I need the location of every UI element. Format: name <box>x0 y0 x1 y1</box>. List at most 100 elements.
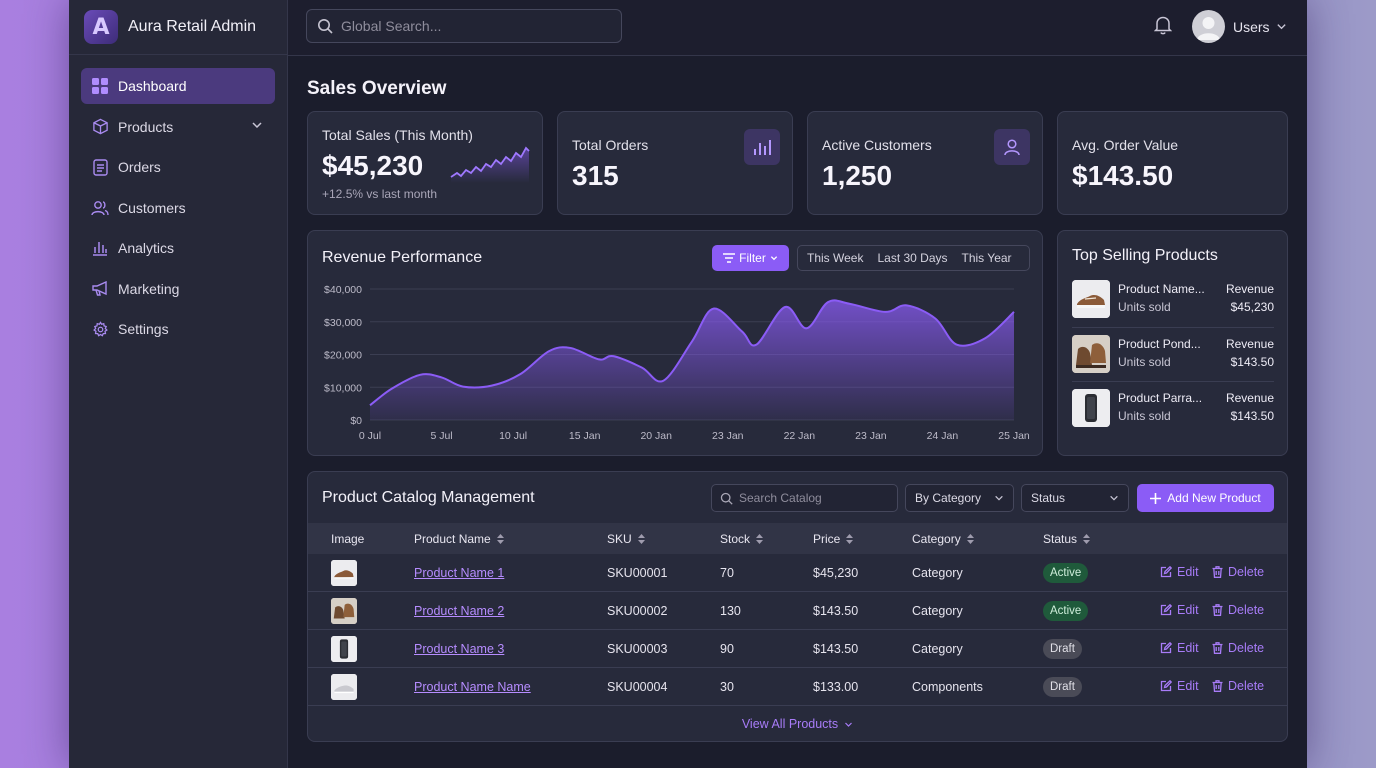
revenue-value: $143.50 <box>1230 355 1274 369</box>
range-this-year[interactable]: This Year <box>961 251 1012 265</box>
sort-icon <box>756 534 764 544</box>
stock-cell: 70 <box>720 566 734 580</box>
delete-button[interactable]: Delete <box>1212 603 1264 617</box>
sidebar-item-label: Marketing <box>118 280 180 297</box>
brand[interactable]: A Aura Retail Admin <box>69 0 287 55</box>
trash-icon <box>1212 566 1223 578</box>
x-tick-label: 5 Jul <box>430 430 452 442</box>
chevron-down-icon <box>845 722 853 727</box>
column-header-price[interactable]: Price <box>813 532 854 546</box>
price-cell: $133.00 <box>813 680 859 694</box>
filter-button[interactable]: Filter <box>712 245 789 271</box>
y-tick-label: $30,000 <box>324 317 362 329</box>
sidebar-item-label: Customers <box>118 199 186 216</box>
category-cell: Category <box>912 566 963 580</box>
revenue-label: Revenue <box>1225 282 1274 296</box>
product-catalog-card: Product Catalog Management By Category S… <box>307 471 1288 742</box>
catalog-search[interactable] <box>711 484 898 512</box>
card-title: Top Selling Products <box>1072 247 1218 264</box>
sidebar-item-label: Analytics <box>118 240 175 256</box>
column-header-status[interactable]: Status <box>1043 532 1091 546</box>
top-product-item[interactable]: Product Parra... Units sold Revenue $143… <box>1072 389 1274 429</box>
sidebar-item-analytics[interactable]: Analytics <box>81 230 275 266</box>
delete-button[interactable]: Delete <box>1212 679 1264 693</box>
search-icon <box>317 18 333 34</box>
bell-icon[interactable] <box>1154 15 1172 35</box>
users-icon <box>91 199 109 217</box>
column-header-product-name[interactable]: Product Name <box>414 532 504 546</box>
gear-icon <box>91 320 109 338</box>
range-this-week[interactable]: This Week <box>807 251 864 265</box>
x-tick-label: 23 Jan <box>712 430 744 442</box>
status-select[interactable]: Status <box>1021 484 1129 512</box>
sort-icon <box>496 534 504 544</box>
edit-button[interactable]: Edit <box>1160 565 1199 579</box>
global-search[interactable] <box>306 9 622 43</box>
table-row: Product Name 3 SKU00003 90 $143.50 Categ… <box>308 630 1287 668</box>
product-name-link[interactable]: Product Name 3 <box>414 642 505 656</box>
product-name-link[interactable]: Product Name 1 <box>414 566 505 580</box>
delete-button[interactable]: Delete <box>1212 565 1264 579</box>
catalog-search-input[interactable] <box>739 491 889 505</box>
revenue-performance-card: Revenue Performance Filter This Week Las… <box>307 230 1043 456</box>
range-last-30-days[interactable]: Last 30 Days <box>877 251 948 265</box>
avatar <box>1192 10 1225 43</box>
edit-button[interactable]: Edit <box>1160 641 1199 655</box>
sort-icon <box>846 534 854 544</box>
product-name: Product Parra... <box>1118 391 1203 405</box>
table-row: Product Name 2 SKU00002 130 $143.50 Cate… <box>308 592 1287 630</box>
sidebar: A Aura Retail Admin Dashboard Products <box>69 0 288 768</box>
app-title: Aura Retail Admin <box>128 18 257 35</box>
product-thumbnail <box>1072 335 1110 373</box>
chevron-down-icon[interactable] <box>251 119 263 131</box>
column-header-stock[interactable]: Stock <box>720 532 764 546</box>
category-cell: Components <box>912 680 983 694</box>
sidebar-item-settings[interactable]: Settings <box>81 311 275 347</box>
edit-button[interactable]: Edit <box>1160 603 1199 617</box>
sidebar-item-marketing[interactable]: Marketing <box>81 271 275 307</box>
top-product-item[interactable]: Product Name... Units sold Revenue $45,2… <box>1072 280 1274 320</box>
product-name: Product Name... <box>1118 282 1205 296</box>
sidebar-item-products[interactable]: Products <box>81 109 275 145</box>
column-header-category[interactable]: Category <box>912 532 974 546</box>
page-title: Sales Overview <box>307 78 447 99</box>
sidebar-item-customers[interactable]: Customers <box>81 190 275 226</box>
column-header-image: Image <box>331 532 365 546</box>
sidebar-item-label: Products <box>118 118 174 135</box>
user-menu[interactable]: Users <box>1192 10 1287 43</box>
stat-label: Total Orders <box>572 137 649 153</box>
global-search-input[interactable] <box>341 18 601 34</box>
units-sold: Units sold <box>1118 355 1171 369</box>
brand-logo: A <box>84 10 118 44</box>
sku-cell: SKU00003 <box>607 642 668 656</box>
date-range-selector: This Week Last 30 Days This Year <box>797 245 1030 271</box>
edit-icon <box>1160 604 1172 616</box>
product-name-link[interactable]: Product Name 2 <box>414 604 505 618</box>
edit-button[interactable]: Edit <box>1160 679 1199 693</box>
column-header-sku[interactable]: SKU <box>607 532 645 546</box>
stock-cell: 130 <box>720 604 741 618</box>
sidebar-item-orders[interactable]: Orders <box>81 149 275 185</box>
y-tick-label: $40,000 <box>324 284 362 296</box>
delete-button[interactable]: Delete <box>1212 641 1264 655</box>
status-badge: Active <box>1043 563 1089 583</box>
trash-icon <box>1212 642 1223 654</box>
product-name: Product Pond... <box>1118 337 1201 351</box>
add-new-product-button[interactable]: Add New Product <box>1137 484 1274 512</box>
sidebar-item-dashboard[interactable]: Dashboard <box>81 68 275 104</box>
user-icon <box>994 129 1030 165</box>
stat-label: Active Customers <box>822 137 932 153</box>
top-product-item[interactable]: Product Pond... Units sold Revenue $143.… <box>1072 335 1274 375</box>
series-line <box>369 299 1015 407</box>
grid-icon <box>91 77 109 95</box>
stat-value: 1,250 <box>822 160 893 191</box>
chevron-down-icon <box>770 254 778 262</box>
category-cell: Category <box>912 642 963 656</box>
product-image <box>331 674 357 700</box>
view-all-products-link[interactable]: View All Products <box>308 717 1287 731</box>
price-cell: $143.50 <box>813 604 859 618</box>
category-select[interactable]: By Category <box>905 484 1014 512</box>
product-name-link[interactable]: Product Name Name <box>414 680 531 694</box>
area-fill <box>370 300 1014 420</box>
edit-icon <box>1160 566 1172 578</box>
